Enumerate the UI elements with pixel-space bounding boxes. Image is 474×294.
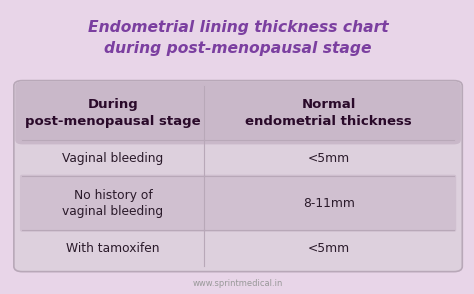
Text: No history of
vaginal bleeding: No history of vaginal bleeding	[63, 189, 164, 218]
Text: www.sprintmedical.in: www.sprintmedical.in	[193, 279, 283, 288]
Text: Endometrial lining thickness chart
during post-menopausal stage: Endometrial lining thickness chart durin…	[88, 20, 388, 56]
Text: <5mm: <5mm	[308, 152, 350, 165]
Text: <5mm: <5mm	[308, 242, 350, 255]
Text: Normal
endometrial thickness: Normal endometrial thickness	[246, 98, 412, 128]
Text: With tamoxifen: With tamoxifen	[66, 242, 160, 255]
FancyBboxPatch shape	[14, 81, 462, 272]
FancyBboxPatch shape	[20, 175, 456, 232]
Text: During
post-menopausal stage: During post-menopausal stage	[25, 98, 201, 128]
Text: 8-11mm: 8-11mm	[303, 197, 355, 210]
FancyBboxPatch shape	[15, 81, 461, 144]
Text: Vaginal bleeding: Vaginal bleeding	[62, 152, 164, 165]
